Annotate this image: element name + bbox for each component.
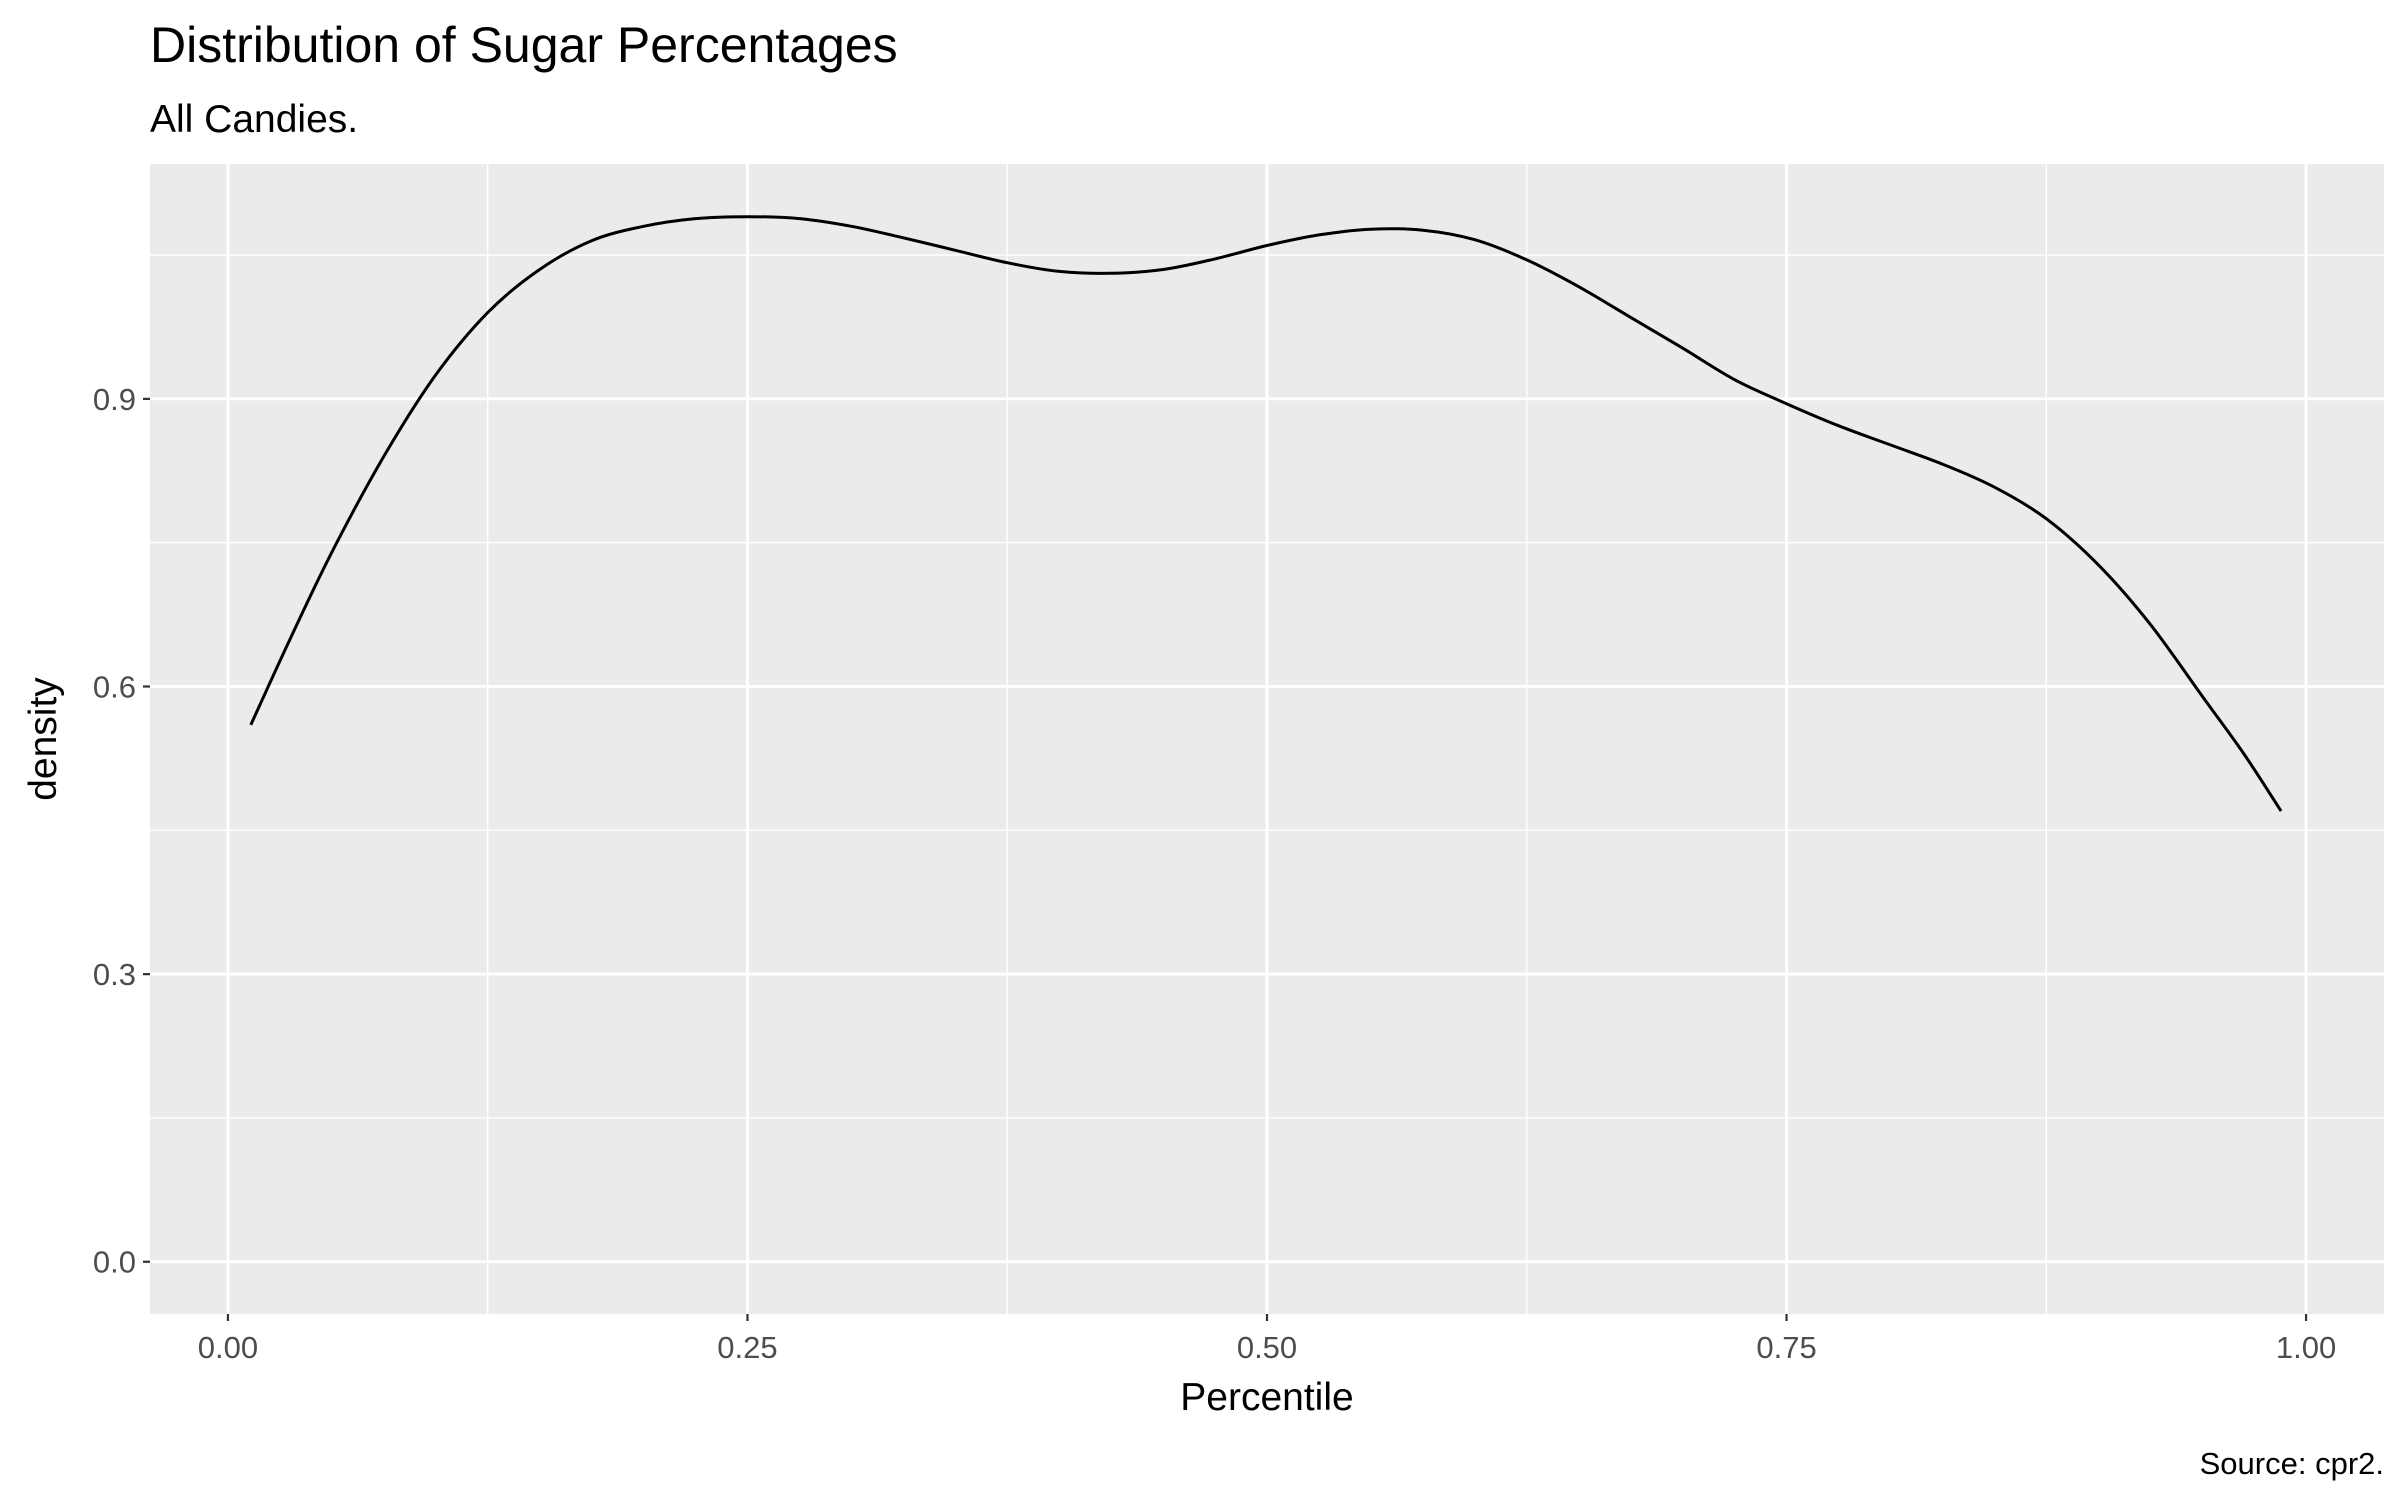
chart-subtitle: All Candies. bbox=[150, 98, 358, 141]
y-axis-title: density bbox=[22, 677, 65, 801]
y-tick-label: 0.6 bbox=[93, 670, 136, 705]
chart-caption: Source: cpr2. bbox=[2200, 1446, 2384, 1481]
y-axis-ticks: 0.0 0.3 0.6 0.9 bbox=[93, 382, 150, 1280]
x-tick-label: 0.00 bbox=[198, 1330, 258, 1365]
x-tick-label: 0.25 bbox=[717, 1330, 777, 1365]
y-tick-label: 0.9 bbox=[93, 382, 136, 417]
x-tick-label: 0.50 bbox=[1237, 1330, 1297, 1365]
y-tick-label: 0.0 bbox=[93, 1245, 136, 1280]
y-tick-label: 0.3 bbox=[93, 957, 136, 992]
x-tick-label: 1.00 bbox=[2276, 1330, 2336, 1365]
x-axis-title: Percentile bbox=[1180, 1376, 1353, 1419]
chart-title: Distribution of Sugar Percentages bbox=[150, 17, 898, 73]
density-line bbox=[249, 215, 2283, 812]
x-tick-label: 0.75 bbox=[1756, 1330, 1816, 1365]
x-axis-ticks: 0.00 0.25 0.50 0.75 1.00 bbox=[198, 1314, 2336, 1365]
plot-area bbox=[150, 164, 2384, 1314]
